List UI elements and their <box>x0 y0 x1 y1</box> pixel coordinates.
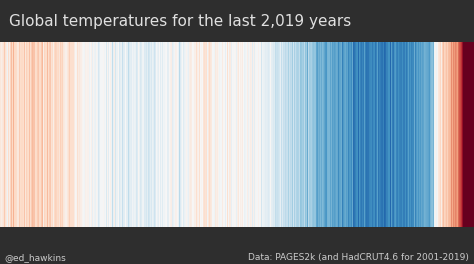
Text: Global temperatures for the last 2,019 years: Global temperatures for the last 2,019 y… <box>9 14 352 29</box>
Text: @ed_hawkins: @ed_hawkins <box>5 253 66 262</box>
Text: Data: PAGES2k (and HadCRUT4.6 for 2001-2019): Data: PAGES2k (and HadCRUT4.6 for 2001-2… <box>248 253 469 262</box>
